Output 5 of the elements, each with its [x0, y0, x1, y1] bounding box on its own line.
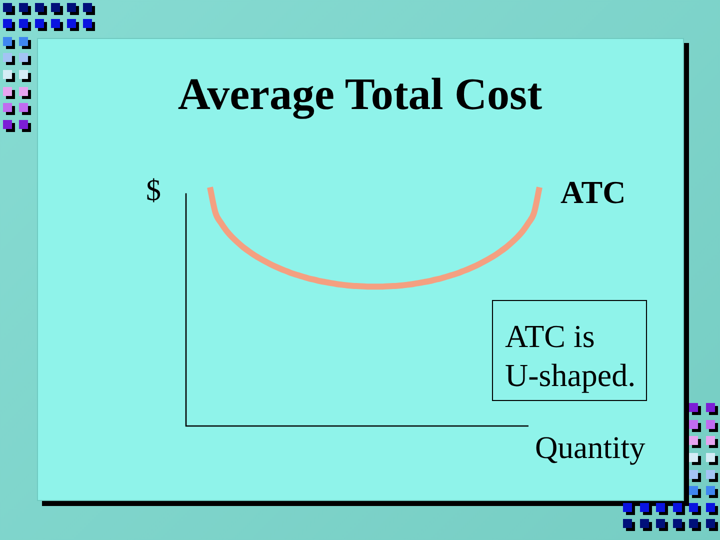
series-label: ATC [560, 174, 626, 210]
x-axis-title: Quantity [535, 430, 646, 465]
chart-title: Average Total Cost [176, 69, 544, 119]
annotation: ATC is U-shaped. [505, 318, 636, 392]
y-axis-title: $ [146, 174, 161, 207]
